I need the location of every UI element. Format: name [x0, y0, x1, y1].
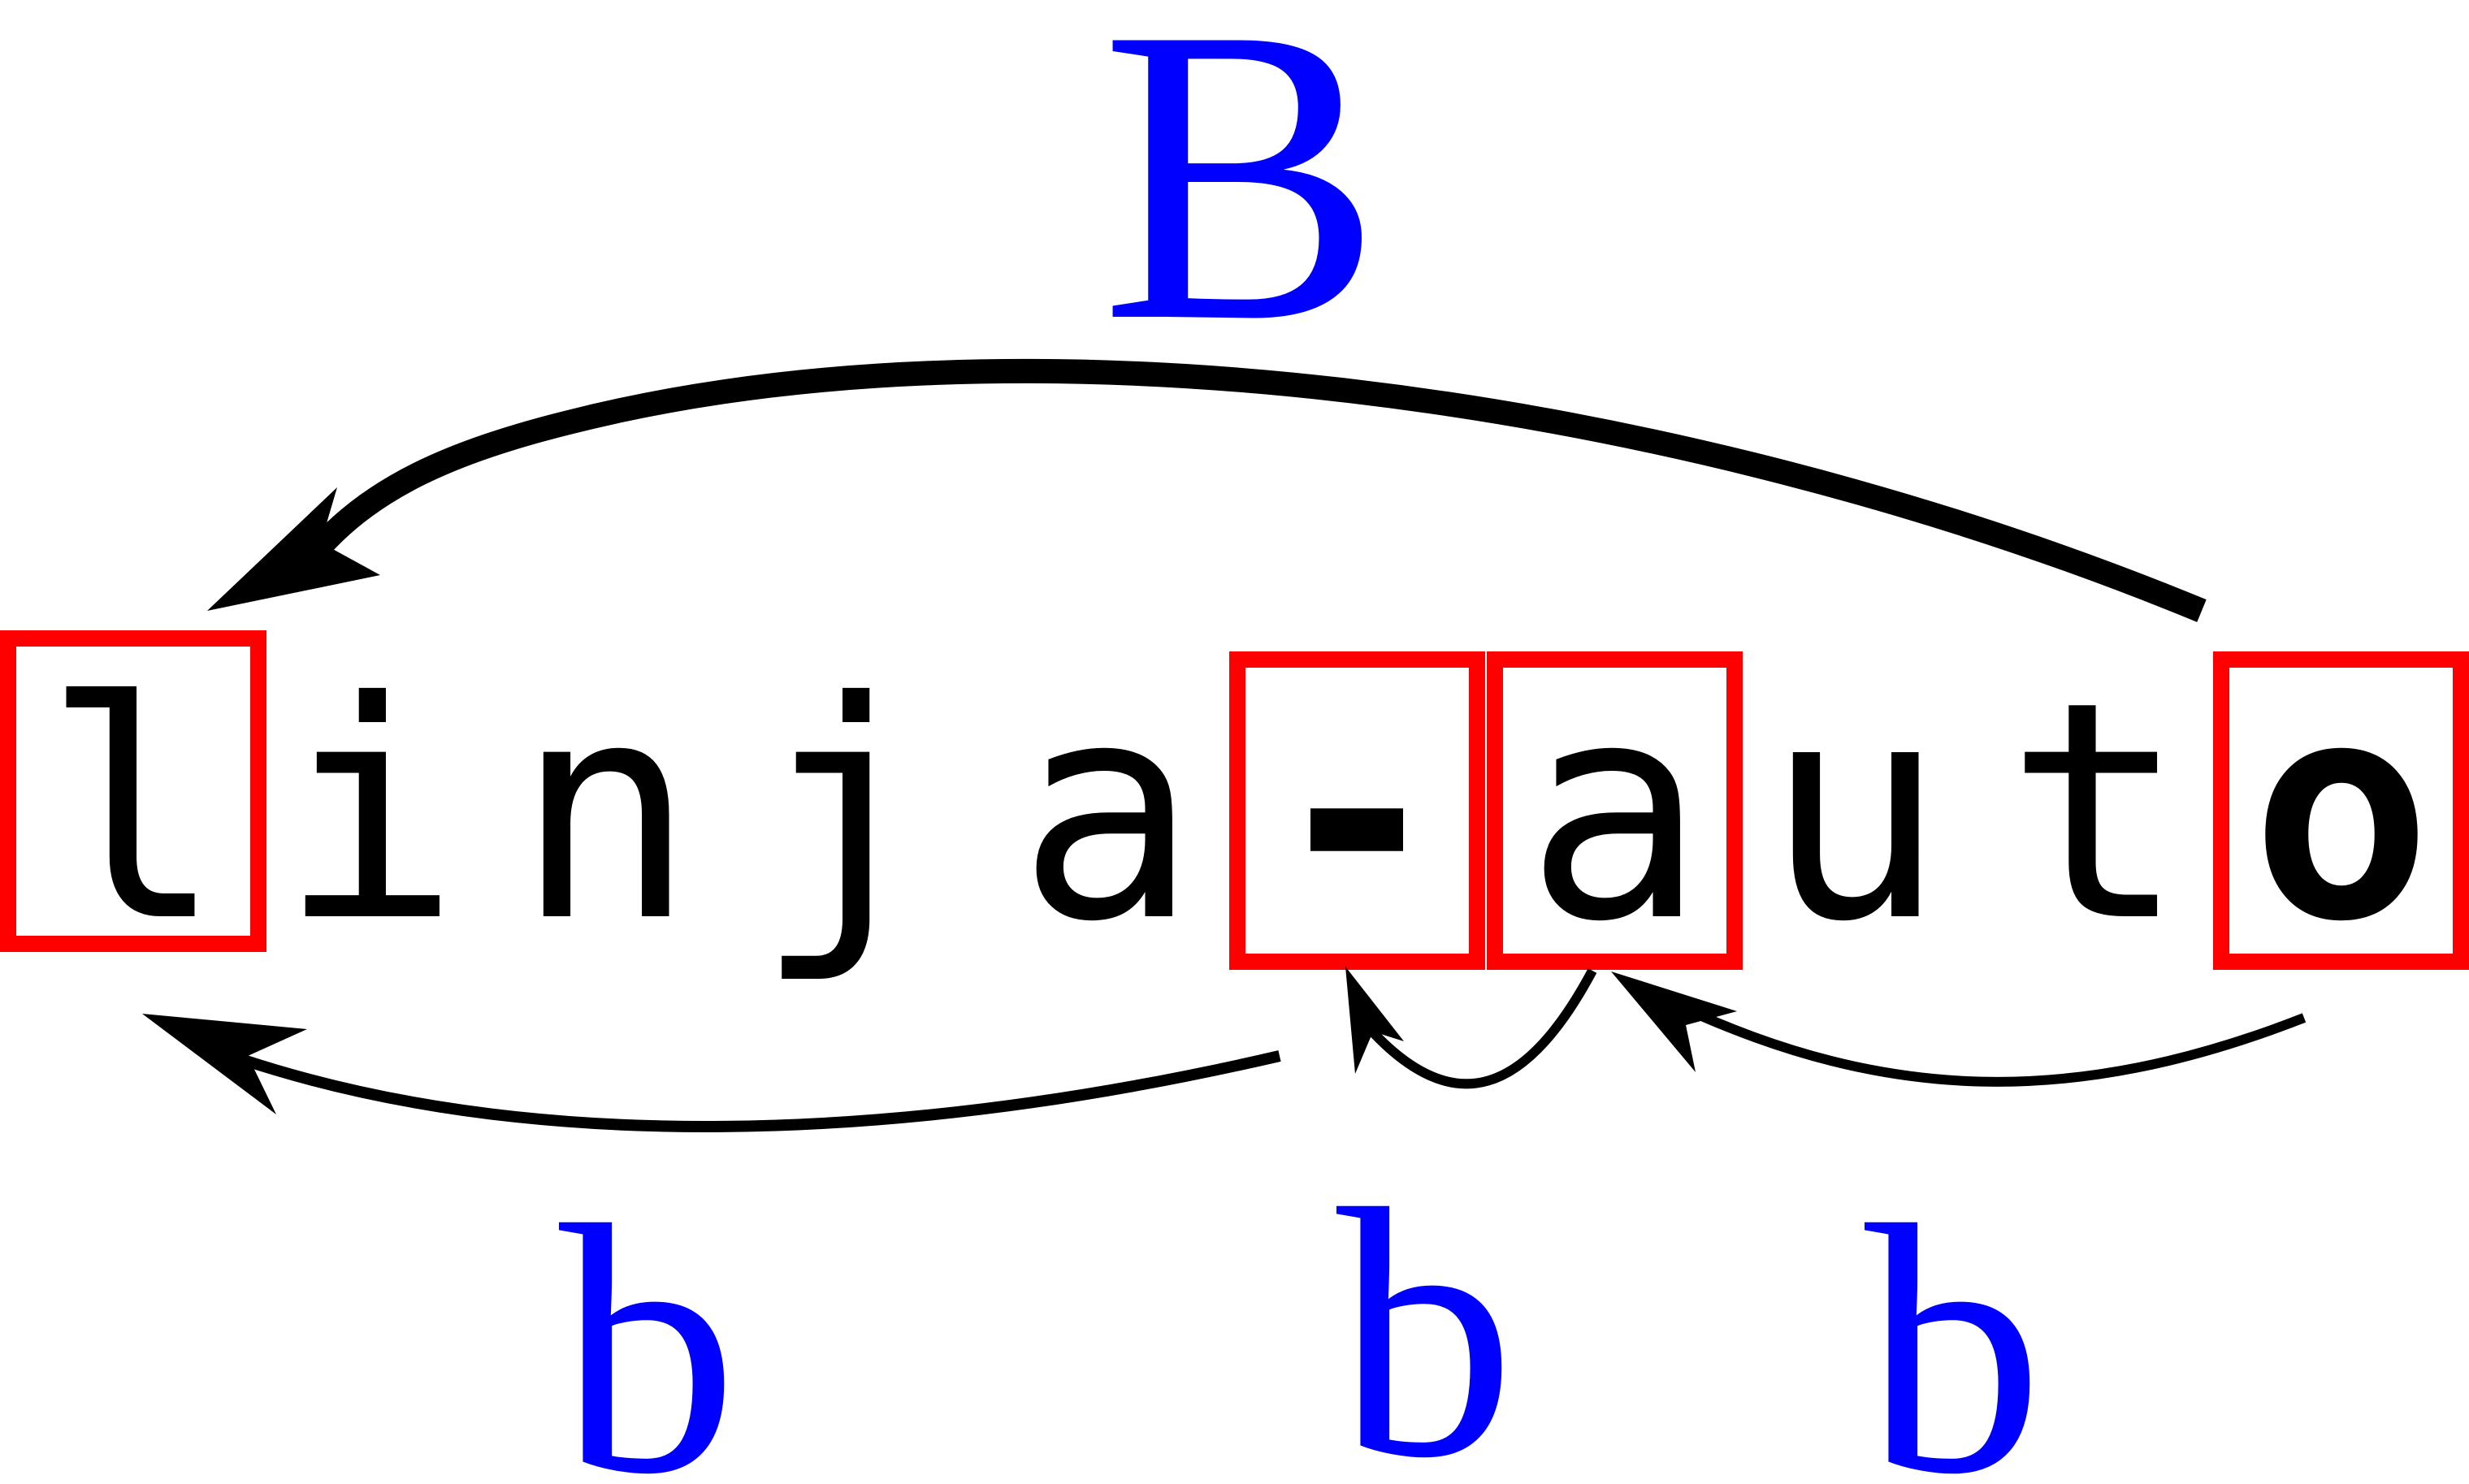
- highlight-box-a: [1487, 651, 1743, 970]
- arrow-big-jump: [207, 358, 2207, 622]
- arrow-small-jump-2: [1345, 967, 1597, 1089]
- char-j: j: [755, 638, 936, 988]
- char-o: o: [2251, 638, 2432, 988]
- arrow-small-jump-3-curve: [1679, 1002, 2307, 1087]
- arrowhead-icon: [1611, 971, 1737, 1072]
- char-i: i: [279, 638, 461, 988]
- char-a: a: [1017, 638, 1198, 988]
- char-u: u: [1765, 638, 1946, 988]
- arrow-small-jump-3: [1611, 971, 2307, 1087]
- arrow-small-jump-2-curve: [1361, 968, 1597, 1089]
- arrowhead-icon: [142, 1014, 307, 1114]
- highlight-box-o: [2213, 651, 2469, 970]
- label-big-jump: B: [1101, 0, 1383, 409]
- arrowhead-icon: [1345, 967, 1404, 1074]
- highlight-box-l: [0, 630, 266, 952]
- labels: B b b b: [559, 0, 2043, 1484]
- label-small-jump-1: b: [559, 1153, 738, 1484]
- char-hyphen: -: [1267, 638, 1448, 988]
- word: l i n j a - a u t o: [43, 638, 2432, 988]
- arrowhead-icon: [207, 487, 380, 611]
- arrow-big-jump-curve: [299, 358, 2207, 622]
- label-small-jump-3: b: [1865, 1153, 2043, 1484]
- label-small-jump-2: b: [1336, 1136, 1515, 1484]
- char-a2: a: [1525, 638, 1706, 988]
- highlight-box-hyphen: [1229, 651, 1485, 970]
- char-t: t: [2006, 638, 2187, 988]
- arrow-small-jump-1: [142, 1014, 1281, 1132]
- arrow-small-jump-1-curve: [241, 1050, 1281, 1132]
- char-n: n: [515, 638, 696, 988]
- char-l: l: [43, 638, 224, 988]
- highlight-boxes: [0, 630, 2469, 970]
